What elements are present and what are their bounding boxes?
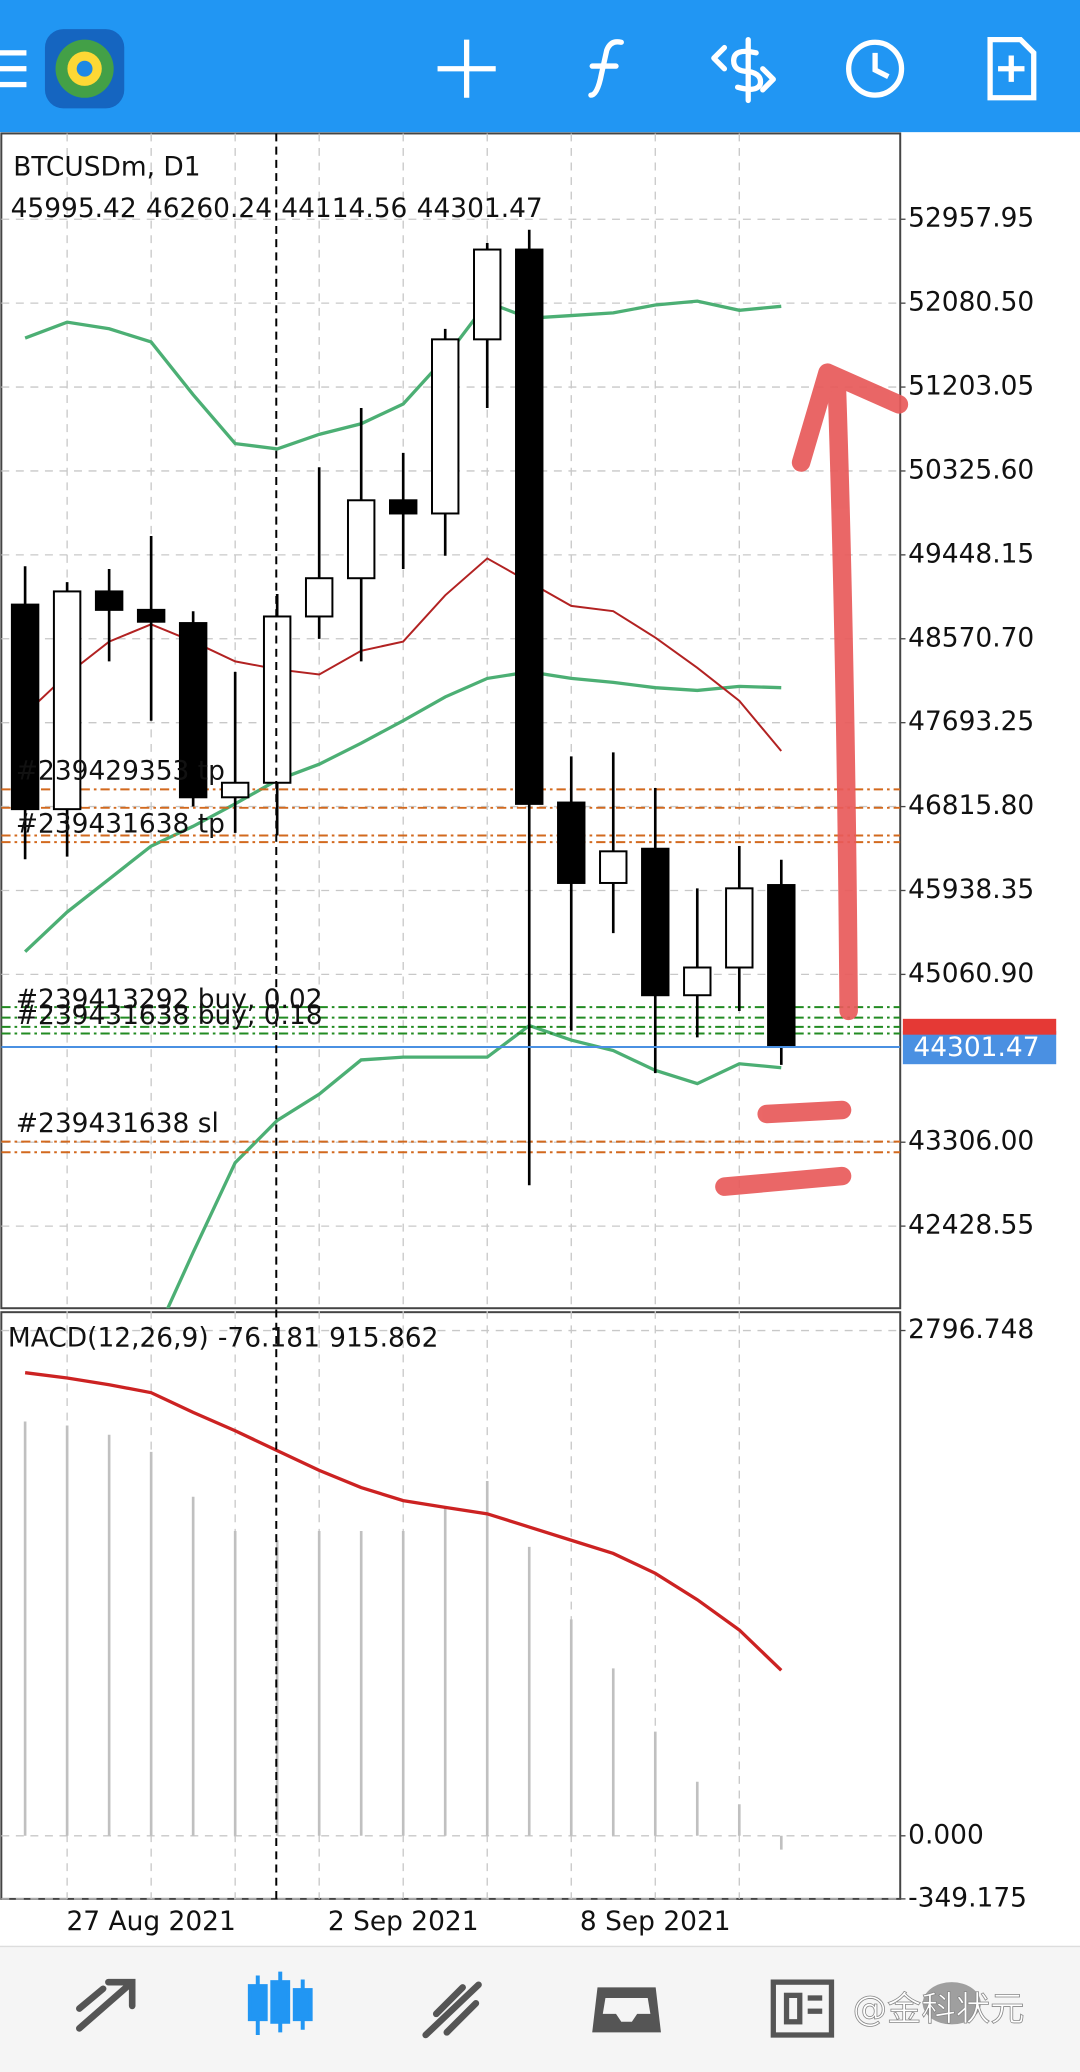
candle-body: [346, 499, 376, 580]
candle-body: [725, 887, 754, 969]
order-label: #239431638 buy, 0.18: [16, 1000, 323, 1031]
ohlc-header: 45995.42 46260.24 44114.56 44301.47: [11, 192, 543, 223]
annotation: [715, 363, 909, 1196]
bid-price-label: 44301.47: [913, 1032, 1039, 1063]
indicators-button[interactable]: [588, 39, 624, 98]
grid: [1, 133, 901, 1900]
y-tick-label: 42428.55: [908, 1210, 1034, 1241]
ohlc-value: 46260.24: [146, 192, 272, 223]
x-tick-label: 27 Aug 2021: [66, 1906, 235, 1937]
candle-body: [641, 847, 670, 997]
order-label: #239431638 sl: [16, 1108, 219, 1139]
y-tick-label: -349.175: [908, 1882, 1027, 1913]
y-tick-label: 46815.80: [908, 790, 1034, 821]
y-tick-label: 48570.70: [908, 622, 1034, 653]
candle-body: [178, 622, 208, 799]
labels: 52957.95 52080.50 51203.05 50325.60 49448.15…: [8, 151, 1057, 1937]
candle-body: [304, 577, 334, 618]
macd-value: 915.862: [329, 1322, 438, 1353]
indicator-line: [165, 1023, 782, 1309]
y-tick-label: 51203.05: [908, 371, 1034, 402]
candle-body: [431, 338, 460, 515]
bottom-nav: [0, 1946, 1080, 2072]
new-order-button[interactable]: [987, 37, 1037, 101]
app-bar: [0, 0, 1080, 133]
app-logo[interactable]: [44, 29, 125, 109]
crosshair-button[interactable]: [437, 39, 496, 98]
quotes-tab[interactable]: [76, 1978, 136, 2032]
menu-button[interactable]: [0, 50, 27, 88]
ohlc-value: 44301.47: [417, 192, 543, 223]
history-tab[interactable]: [592, 1987, 661, 2033]
candle-body: [515, 248, 544, 805]
order-label: #239413292 buy, 0.02: [16, 984, 323, 1015]
candle-body: [220, 781, 250, 799]
candle-body: [388, 499, 418, 515]
candle-body: [94, 590, 124, 611]
timeframe-button[interactable]: [846, 39, 905, 98]
order-label: #239429353 tp: [16, 756, 225, 787]
y-tick-label: 45938.35: [908, 874, 1034, 905]
ask-price-box: [902, 1018, 1057, 1035]
ohlc-value: 44114.56: [281, 192, 407, 223]
order-label: #239431638 tp: [16, 808, 225, 839]
y-tick-label: 43306.00: [908, 1126, 1034, 1157]
y-tick-label: 45060.90: [908, 958, 1034, 989]
y-tick-label: 47693.25: [908, 706, 1034, 737]
bid-price-box: [902, 1031, 1057, 1065]
trade-tab[interactable]: [422, 1981, 482, 2039]
y-tick-label: 50325.60: [908, 454, 1034, 485]
x-tick-label: 8 Sep 2021: [580, 1906, 731, 1937]
candle-body: [136, 608, 166, 623]
watermark-icon: [922, 1982, 981, 2025]
y-tick-label: 49448.15: [908, 538, 1034, 569]
news-tab[interactable]: [770, 1979, 835, 2038]
price-plot: [1, 229, 901, 1309]
candle-body: [10, 603, 40, 811]
macd-plot: [23, 1371, 783, 1850]
macd-title: MACD(12,26,9): [8, 1322, 209, 1353]
y-tick-label: 52957.95: [908, 203, 1034, 234]
candle-body: [557, 801, 586, 884]
y-tick-label: 2796.748: [908, 1314, 1034, 1345]
macd-value: -76.181: [218, 1322, 320, 1353]
watermark: @金科状元: [853, 1990, 1025, 2030]
indicator-line: [24, 299, 782, 451]
candle-body: [767, 884, 796, 1049]
macd-header: MACD(12,26,9) -76.181 915.862: [8, 1322, 439, 1353]
trade-button[interactable]: [711, 36, 776, 104]
chart-title: BTCUSDm, D1: [13, 151, 200, 182]
indicator-line: [23, 670, 782, 953]
x-tick-label: 2 Sep 2021: [328, 1906, 479, 1937]
candle-body: [599, 850, 628, 884]
ohlc-value: 45995.42: [11, 192, 137, 223]
macd-panel: [0, 1311, 902, 1900]
candle-body: [683, 966, 712, 997]
signal-line: [24, 1371, 783, 1672]
candle-body: [473, 248, 502, 341]
candle-body: [52, 590, 82, 811]
y-tick-label: 0.000: [908, 1819, 984, 1850]
chart-tab[interactable]: [247, 1971, 313, 2035]
y-tick-label: 52080.50: [908, 287, 1034, 318]
